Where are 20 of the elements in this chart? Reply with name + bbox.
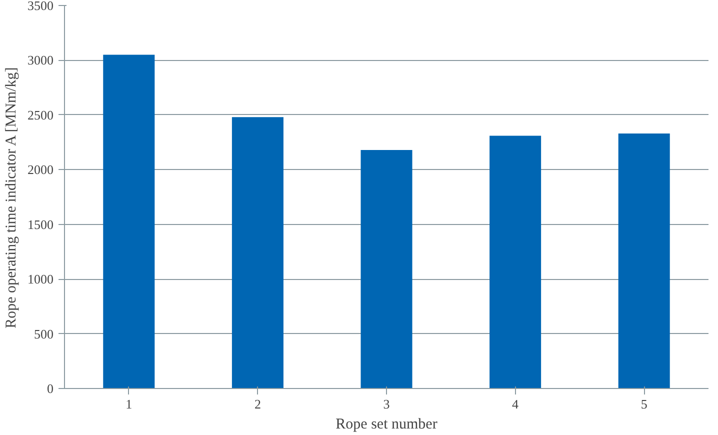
y-tick-label: 500 (34, 326, 54, 342)
y-tick-label: 3000 (28, 52, 54, 68)
bar (490, 136, 542, 388)
x-axis-title: Rope set number (336, 416, 438, 432)
y-axis-title: Rope operating time indicator A [MNm/kg] (4, 67, 20, 328)
x-tick-label: 4 (512, 396, 520, 412)
bar (232, 117, 284, 388)
y-tick-label: 3500 (28, 0, 54, 13)
bar (103, 54, 155, 388)
x-tick-label: 2 (254, 396, 261, 412)
bar (360, 150, 412, 388)
y-tick-label: 1500 (28, 216, 54, 232)
bar (618, 134, 670, 388)
x-tick-label: 5 (640, 396, 648, 412)
x-tick-label: 1 (126, 396, 132, 412)
y-tick-label: 0 (47, 381, 54, 396)
y-tick-label: 2500 (28, 107, 54, 122)
x-tick-label: 3 (383, 396, 390, 412)
y-tick-label: 1000 (28, 272, 54, 287)
y-tick-label: 2000 (28, 162, 54, 178)
